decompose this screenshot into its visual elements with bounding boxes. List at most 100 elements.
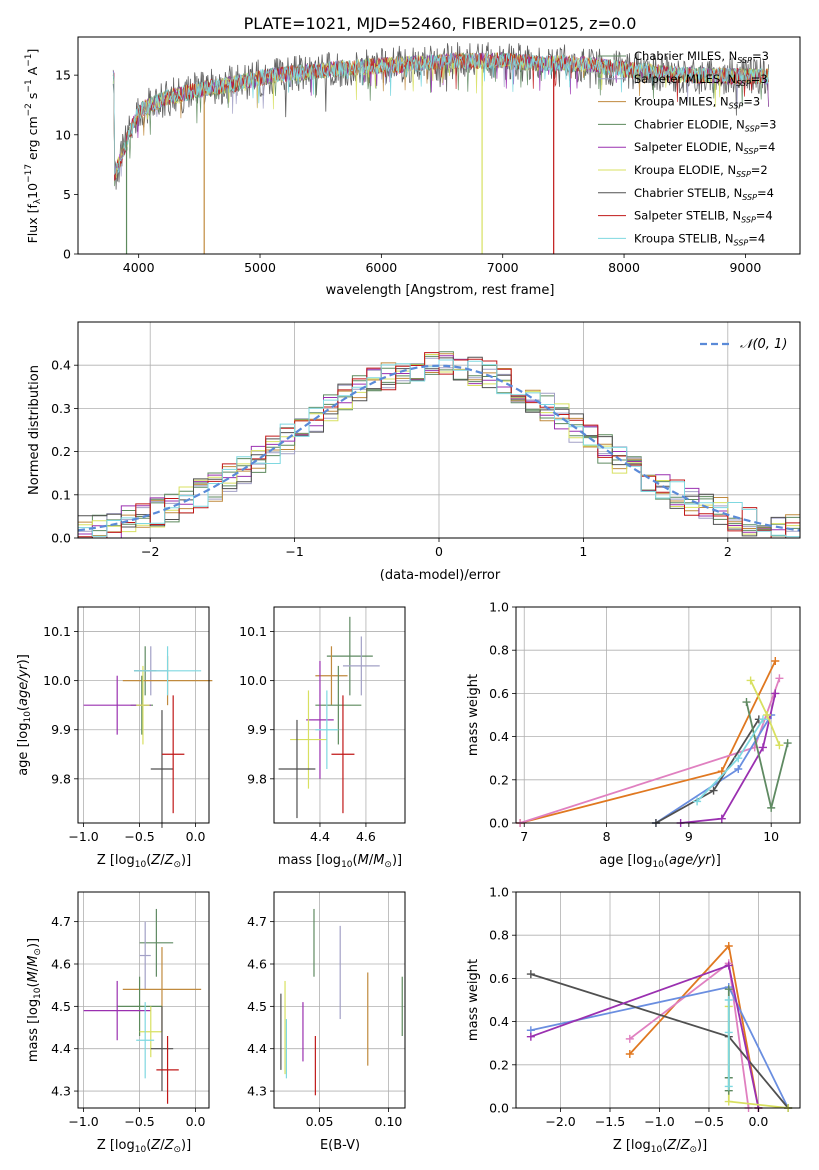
spectrum-lines bbox=[112, 42, 769, 254]
age-metallicity-xlabel: Z [log10(Z/Z⊙)] bbox=[97, 853, 191, 870]
mass-vs-ebv-panel: 0.05 0.10 4.3 4.4 4.5 4.6 4.7 E(B-V) bbox=[247, 891, 406, 1153]
mass-weight-metallicity-lines bbox=[526, 942, 793, 1112]
age-vs-metallicity-panel: −1.0 −0.5 0.0 9.8 9.9 10.0 10.1 Z [log10(Z/Z⊙)… bbox=[16, 606, 213, 870]
mass-weight-vs-metallicity-panel: −2.0 −1.5 −1.0 −0.5 0.0 0.0 0.2 0.4 0.6 0.8 1.0 Z … bbox=[466, 885, 801, 1155]
legend-label: Chabrier STELIB, NSSP=4 bbox=[634, 186, 774, 202]
spectrum-line bbox=[112, 42, 769, 190]
y-tick-label: 10.1 bbox=[43, 624, 71, 639]
mass-weight-marker bbox=[625, 1034, 634, 1043]
x-tick-label: 0.0 bbox=[186, 829, 206, 844]
y-tick-label: 0.0 bbox=[51, 531, 71, 546]
legend-label: Chabrier ELODIE, NSSP=3 bbox=[634, 117, 776, 133]
mass-metallicity-points bbox=[83, 908, 202, 1104]
x-tick-label: 0 bbox=[435, 544, 443, 559]
y-tick-label: 4.7 bbox=[247, 914, 267, 929]
x-tick-label: 10 bbox=[763, 829, 779, 844]
mass-weight-marker bbox=[734, 765, 743, 773]
mass-weight-marker bbox=[693, 797, 702, 806]
x-tick-label: −0.5 bbox=[694, 1114, 724, 1129]
spectrum-line bbox=[112, 52, 769, 187]
x-tick-label: −2 bbox=[141, 544, 159, 559]
y-tick-label: 5 bbox=[63, 187, 71, 202]
y-tick-label: 15 bbox=[55, 68, 71, 83]
mass-weight-age-lines bbox=[516, 657, 792, 827]
legend-label: Kroupa ELODIE, NSSP=2 bbox=[634, 163, 768, 179]
y-tick-label: 1.0 bbox=[489, 885, 509, 900]
mass-weight-marker bbox=[758, 743, 767, 752]
y-tick-label: 0.4 bbox=[489, 1014, 509, 1029]
x-tick-label: 0.0 bbox=[748, 1114, 768, 1129]
y-tick-label: 0.0 bbox=[489, 1101, 509, 1116]
mass-weight-marker bbox=[526, 970, 535, 979]
legend-label: Salpeter ELODIE, NSSP=4 bbox=[634, 140, 775, 156]
y-tick-label: 0 bbox=[63, 247, 71, 262]
x-tick-label: 8 bbox=[603, 829, 611, 844]
mass-ebv-xlabel: E(B-V) bbox=[320, 1138, 360, 1153]
y-tick-label: 9.9 bbox=[247, 722, 267, 737]
y-tick-label: 9.8 bbox=[51, 771, 71, 786]
normal-curve bbox=[77, 364, 801, 532]
y-tick-label: 0.0 bbox=[489, 816, 509, 831]
x-tick-label: 4.4 bbox=[310, 829, 330, 844]
y-tick-label: 0.8 bbox=[489, 643, 509, 658]
mw-metallicity-ylabel: mass weight bbox=[466, 959, 481, 1041]
mass-weight-marker bbox=[717, 814, 726, 823]
y-tick-label: 4.5 bbox=[51, 999, 71, 1014]
mass-weight-marker bbox=[717, 767, 726, 776]
y-tick-label: 4.3 bbox=[51, 1084, 71, 1099]
age-mass-xlabel: mass [log10(M/M⊙)] bbox=[278, 853, 402, 870]
residual-histograms bbox=[77, 351, 801, 539]
x-tick-label: 2 bbox=[724, 544, 732, 559]
y-tick-label: 4.5 bbox=[247, 999, 267, 1014]
x-tick-label: 6000 bbox=[365, 260, 397, 275]
figure-title: PLATE=1021, MJD=52460, FIBERID=0125, z=0… bbox=[244, 14, 637, 33]
x-tick-label: 8000 bbox=[608, 260, 640, 275]
y-tick-label: 0.2 bbox=[489, 1057, 509, 1072]
mass-weight-marker bbox=[742, 698, 751, 707]
x-tick-label: −1.0 bbox=[68, 829, 98, 844]
legend-label: Kroupa STELIB, NSSP=4 bbox=[634, 231, 765, 247]
legend-label: Salpeter STELIB, NSSP=4 bbox=[634, 209, 773, 225]
y-tick-label: 4.6 bbox=[247, 957, 267, 972]
legend-label: Chabrier MILES, NSSP=3 bbox=[634, 49, 769, 65]
x-tick-label: 0.05 bbox=[306, 1114, 334, 1129]
y-tick-label: 4.4 bbox=[247, 1041, 267, 1056]
mass-weight-marker bbox=[734, 754, 743, 763]
x-tick-label: −2.0 bbox=[545, 1114, 575, 1129]
mass-weight-line bbox=[629, 944, 760, 1109]
mass-weight-marker bbox=[783, 739, 792, 748]
mass-weight-marker bbox=[763, 711, 772, 719]
mass-weight-line bbox=[519, 677, 781, 824]
mass-weight-marker bbox=[771, 689, 780, 698]
mass-weight-marker bbox=[724, 985, 733, 994]
x-tick-label: −0.5 bbox=[124, 1114, 154, 1129]
x-tick-label: 0.0 bbox=[186, 1114, 206, 1129]
y-tick-label: 0.2 bbox=[489, 772, 509, 787]
residual-xlabel: (data-model)/error bbox=[380, 568, 501, 583]
y-tick-label: 10.0 bbox=[239, 673, 267, 688]
y-tick-label: 10 bbox=[55, 127, 71, 142]
y-tick-label: 0.4 bbox=[51, 358, 71, 373]
y-tick-label: 10.0 bbox=[43, 673, 71, 688]
x-tick-label: 7 bbox=[520, 829, 528, 844]
y-tick-label: 10.1 bbox=[239, 624, 267, 639]
y-tick-label: 0.1 bbox=[51, 487, 71, 502]
spectrum-ylabel: Flux [fλ10−17 erg cm−2 s−1 A−1] bbox=[24, 49, 43, 244]
mw-age-ylabel: mass weight bbox=[466, 674, 481, 756]
y-tick-label: 0.3 bbox=[51, 401, 71, 416]
mass-weight-marker bbox=[724, 1028, 733, 1037]
mass-weight-marker bbox=[758, 715, 767, 724]
x-tick-label: 9000 bbox=[729, 260, 761, 275]
mass-weight-marker bbox=[775, 741, 784, 750]
y-tick-label: 9.9 bbox=[51, 722, 71, 737]
spectrum-panel: 4000 5000 6000 7000 8000 9000 0 5 10 15 wavelengt… bbox=[24, 36, 801, 298]
y-tick-label: 4.7 bbox=[51, 914, 71, 929]
y-tick-label: 0.8 bbox=[489, 928, 509, 943]
spectrum-xlabel: wavelength [Angstrom, rest frame] bbox=[326, 283, 555, 298]
mass-weight-vs-age-panel: 7 8 9 10 0.0 0.2 0.4 0.6 0.8 1.0 age [log10(age/y… bbox=[466, 600, 801, 870]
age-mass-points bbox=[278, 616, 380, 819]
mass-weight-marker bbox=[775, 674, 784, 683]
age-metallicity-points bbox=[83, 646, 213, 828]
mass-weight-line bbox=[519, 660, 777, 824]
